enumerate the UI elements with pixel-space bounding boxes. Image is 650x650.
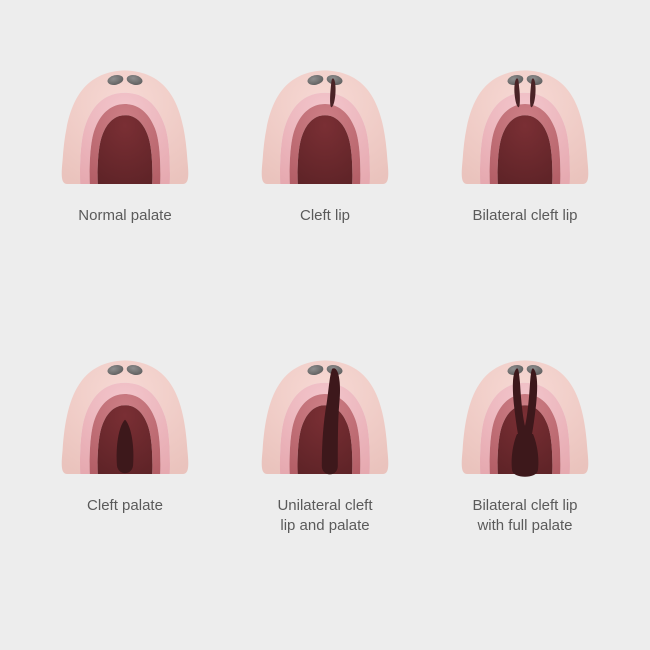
label-uni-lip-pal: Unilateral cleft lip and palate [277, 496, 372, 535]
diagram-grid: Normal palate Cleft lip Bilateral cleft li… [0, 0, 650, 650]
cell-cleft-lip: Cleft lip [230, 40, 420, 320]
label-bi-lip-pal: Bilateral cleft lip with full palate [472, 496, 577, 535]
label-cleft-lip: Cleft lip [300, 206, 350, 226]
palate-normal [45, 40, 205, 200]
cleft-palate-diagram: Normal palate Cleft lip Bilateral cleft li… [0, 0, 650, 650]
palate-cleft-pal [45, 330, 205, 490]
cell-bi-lip-pal: Bilateral cleft lip with full palate [430, 330, 620, 610]
label-normal: Normal palate [78, 206, 171, 226]
cell-bilat-lip: Bilateral cleft lip [430, 40, 620, 320]
palate-uni-lip-pal [245, 330, 405, 490]
label-cleft-pal: Cleft palate [87, 496, 163, 516]
palate-cleft-lip [245, 40, 405, 200]
palate-bi-lip-pal [445, 330, 605, 490]
cell-normal: Normal palate [30, 40, 220, 320]
cell-uni-lip-pal: Unilateral cleft lip and palate [230, 330, 420, 610]
cell-cleft-pal: Cleft palate [30, 330, 220, 610]
label-bilat-lip: Bilateral cleft lip [472, 206, 577, 226]
palate-bilat-lip [445, 40, 605, 200]
